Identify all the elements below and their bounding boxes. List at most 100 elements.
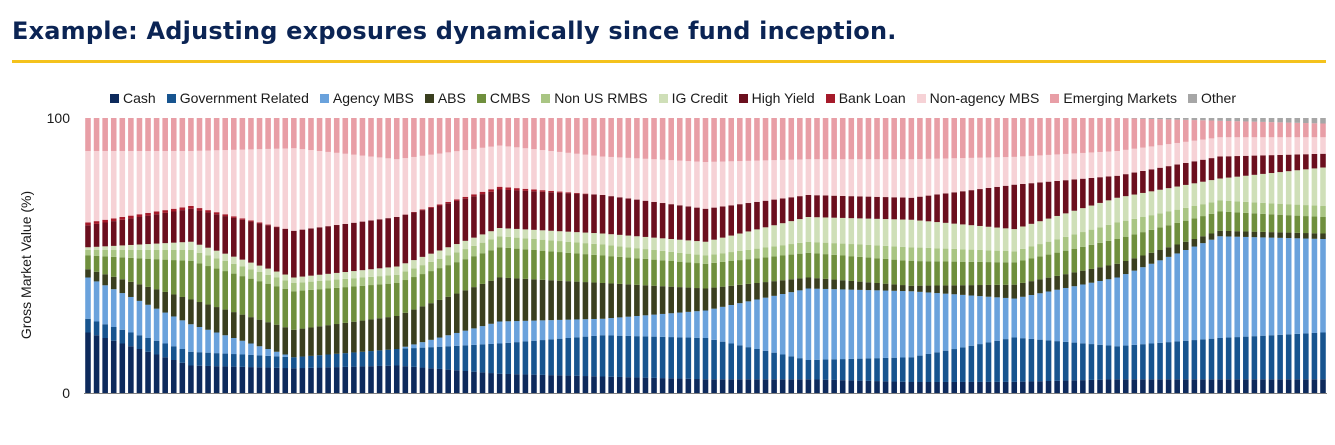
bar-segment bbox=[445, 247, 451, 256]
bar-segment bbox=[393, 274, 400, 283]
bar-segment bbox=[248, 220, 254, 222]
bar-segment bbox=[762, 297, 769, 351]
bar-segment bbox=[711, 239, 717, 255]
bar-segment bbox=[479, 191, 486, 195]
bar-segment bbox=[196, 302, 203, 327]
bar-segment bbox=[196, 208, 203, 211]
bar-segment bbox=[205, 329, 211, 353]
bar-segment bbox=[162, 291, 168, 313]
bar-segment bbox=[1114, 175, 1120, 198]
bar-segment bbox=[728, 235, 735, 253]
bar-segment bbox=[539, 320, 546, 341]
bar-segment bbox=[419, 155, 426, 210]
bar-segment bbox=[960, 191, 966, 225]
bar-segment bbox=[265, 148, 271, 225]
bar-segment bbox=[1200, 181, 1206, 205]
bar-segment bbox=[925, 285, 932, 293]
bar-segment bbox=[582, 154, 589, 194]
bar-segment bbox=[93, 271, 100, 282]
bar-segment bbox=[556, 338, 563, 376]
page-title: Example: Adjusting exposures dynamically… bbox=[12, 17, 897, 45]
bar-segment bbox=[908, 285, 915, 292]
bar-segment bbox=[196, 118, 203, 151]
bar-segment bbox=[685, 253, 692, 263]
bar-segment bbox=[145, 351, 151, 393]
bar-segment bbox=[599, 255, 606, 283]
bar-segment bbox=[522, 320, 529, 342]
bar-segment bbox=[968, 118, 975, 158]
bar-segment bbox=[110, 327, 117, 341]
bar-segment bbox=[248, 278, 254, 318]
bar-segment bbox=[1234, 121, 1241, 138]
bar-segment bbox=[205, 118, 211, 151]
bar-segment bbox=[162, 210, 168, 213]
bar-segment bbox=[110, 151, 117, 219]
bar-segment bbox=[745, 231, 752, 250]
bar-segment bbox=[1105, 265, 1112, 280]
bar-segment bbox=[694, 337, 700, 380]
bar-segment bbox=[402, 366, 409, 393]
bar-segment bbox=[1165, 211, 1172, 226]
bar-segment bbox=[239, 366, 246, 394]
bar-segment bbox=[1174, 142, 1180, 165]
bar-segment bbox=[170, 316, 177, 347]
bar-segment bbox=[1268, 237, 1275, 336]
bar-segment bbox=[153, 214, 160, 244]
bar-segment bbox=[1140, 379, 1146, 393]
bar-segment bbox=[599, 318, 606, 336]
bar-segment bbox=[239, 276, 246, 315]
bar-segment bbox=[231, 118, 237, 150]
bar-segment bbox=[110, 250, 117, 257]
bar-segment bbox=[1217, 211, 1223, 231]
bar-segment bbox=[1148, 191, 1155, 216]
bar-segment bbox=[1268, 173, 1275, 204]
bar-segment bbox=[634, 258, 640, 285]
bar-segment bbox=[857, 218, 863, 245]
bar-segment bbox=[616, 246, 623, 257]
bar-segment bbox=[1260, 202, 1266, 214]
bar-segment bbox=[685, 118, 692, 162]
bar-segment bbox=[788, 379, 795, 393]
bar-segment bbox=[85, 277, 91, 319]
bar-segment bbox=[325, 226, 331, 274]
bar-segment bbox=[479, 118, 486, 148]
bar-segment bbox=[797, 196, 803, 220]
bar-segment bbox=[454, 332, 460, 346]
bar-segment bbox=[1285, 122, 1292, 138]
bar-segment bbox=[805, 252, 812, 278]
bar-segment bbox=[1071, 380, 1078, 393]
bar-segment bbox=[316, 280, 323, 290]
bar-segment bbox=[899, 285, 906, 292]
bar-segment bbox=[419, 265, 426, 275]
bar-segment bbox=[368, 220, 374, 270]
bar-segment bbox=[1148, 252, 1155, 264]
bar-segment bbox=[522, 188, 529, 191]
bar-segment bbox=[505, 236, 512, 248]
bar-segment bbox=[891, 219, 897, 247]
bar-segment bbox=[196, 210, 203, 245]
bar-segment bbox=[1088, 118, 1095, 153]
bar-segment bbox=[1054, 239, 1060, 253]
bar-segment bbox=[299, 149, 306, 230]
bar-segment bbox=[342, 322, 349, 354]
legend-item: High Yield bbox=[738, 90, 815, 106]
bar-segment bbox=[1200, 118, 1206, 121]
bar-segment bbox=[642, 285, 649, 316]
bar-segment bbox=[1071, 153, 1078, 180]
bar-segment bbox=[85, 250, 91, 256]
bar-segment bbox=[1268, 122, 1275, 138]
bar-segment bbox=[882, 357, 889, 382]
bar-segment bbox=[308, 118, 314, 151]
x-tick-label: Nov '20 bbox=[888, 407, 935, 408]
bar-segment bbox=[934, 352, 940, 382]
bar-segment bbox=[719, 253, 726, 262]
bar-segment bbox=[634, 377, 640, 393]
legend-swatch bbox=[658, 93, 668, 103]
bar-segment bbox=[1037, 339, 1043, 382]
bar-segment bbox=[256, 149, 263, 223]
bar-segment bbox=[1268, 155, 1275, 174]
bar-segment bbox=[1105, 240, 1112, 266]
bar-segment bbox=[556, 252, 563, 281]
bar-segment bbox=[1080, 178, 1086, 209]
bar-segment bbox=[891, 259, 897, 285]
